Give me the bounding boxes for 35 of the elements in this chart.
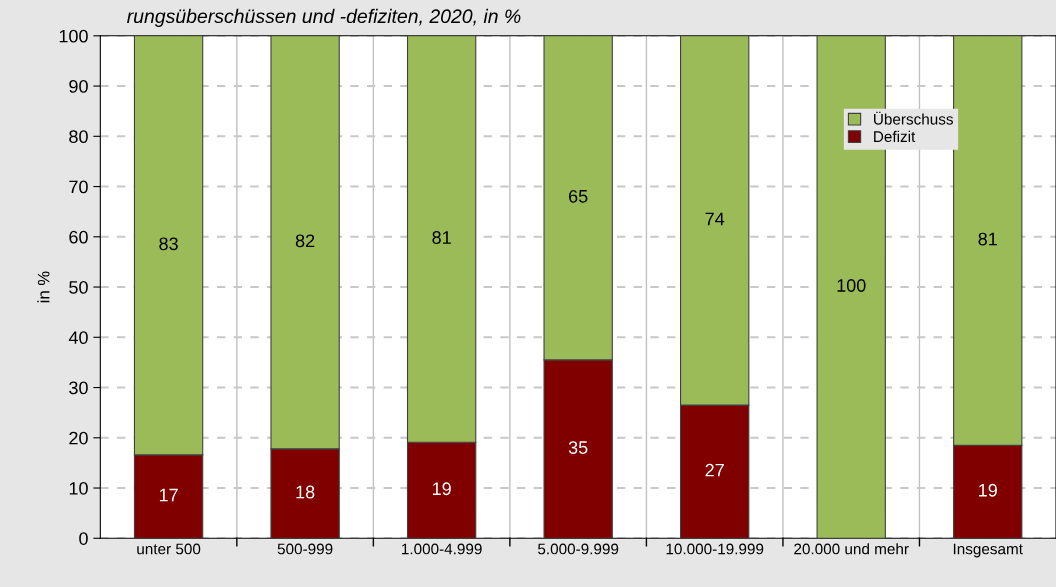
y-tick-label: 30	[69, 381, 88, 395]
y-tick-label: 40	[68, 331, 88, 345]
data-label: 81	[432, 231, 451, 244]
x-tick-label: 20.000 und mehr	[794, 543, 909, 555]
data-label: 100	[837, 279, 866, 292]
x-tick-label: Insgesamt	[953, 543, 1023, 558]
x-tick-label: 1.000-4.999	[402, 543, 482, 555]
data-label: 35	[568, 441, 588, 454]
y-tick-label: 80	[69, 130, 88, 144]
x-tick-label: 10.000-19.999	[666, 543, 764, 555]
data-label: 65	[569, 189, 588, 203]
y-axis-title: in %	[37, 271, 50, 303]
x-tick-label: 500-999	[277, 543, 333, 555]
x-tick-label: unter 500	[137, 543, 201, 555]
y-tick-label: 20	[69, 431, 88, 445]
legend-label: Überschuss	[874, 111, 953, 125]
y-tick-label: 50	[69, 280, 88, 294]
data-label: 74	[705, 212, 725, 226]
data-label: 81	[978, 232, 997, 246]
data-label: 17	[159, 488, 178, 502]
data-label: 19	[432, 482, 451, 496]
data-label: 27	[705, 463, 724, 477]
chart-title: rungsüberschüssen und -defiziten, 2020, in %	[127, 8, 521, 27]
y-tick-label: 100	[59, 29, 88, 43]
data-label: 83	[159, 237, 178, 251]
data-label: 18	[296, 485, 315, 499]
y-tick-label: 0	[79, 532, 88, 545]
data-label: 19	[979, 483, 997, 497]
data-label: 82	[295, 234, 315, 248]
y-tick-label: 70	[69, 180, 88, 194]
y-tick-label: 90	[69, 79, 88, 93]
legend-label: Defizit	[874, 130, 916, 143]
y-tick-label: 60	[69, 230, 88, 244]
x-tick-label: 5.000-9.999	[538, 543, 619, 555]
y-tick-label: 10	[69, 481, 88, 495]
